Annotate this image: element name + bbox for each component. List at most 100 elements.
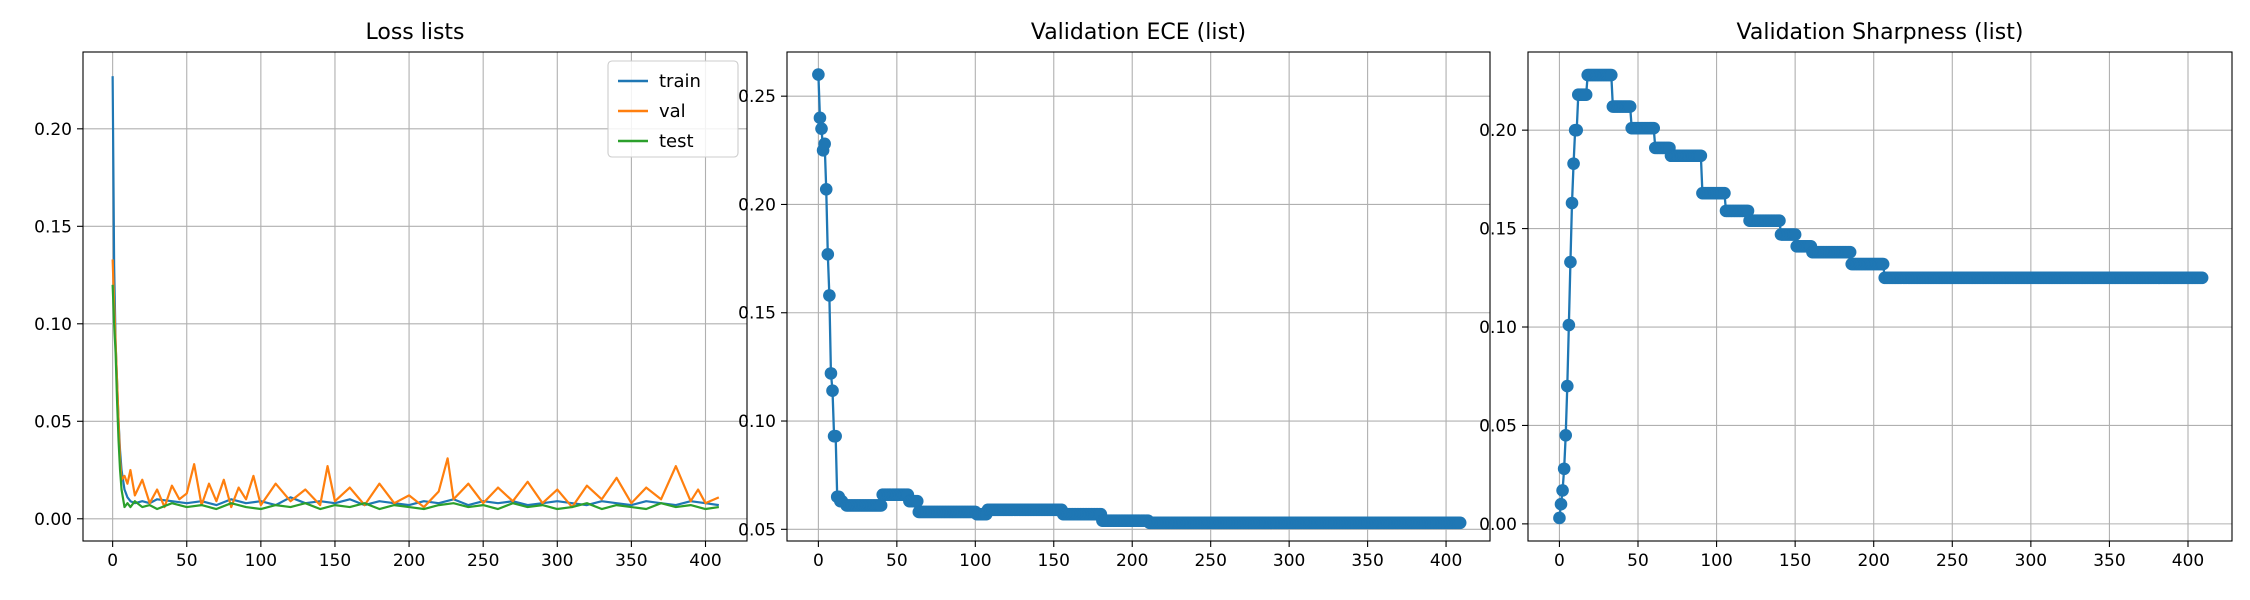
x-tick-label: 200 — [1116, 551, 1148, 571]
x-tick-label: 200 — [393, 551, 425, 571]
y-tick-label: 0.05 — [34, 412, 72, 432]
grid — [787, 52, 1490, 541]
data-point — [826, 384, 839, 398]
series-line — [1558, 73, 2203, 519]
data-point — [1788, 228, 1802, 241]
series-line-test — [111, 284, 719, 511]
legend-label: test — [659, 131, 694, 152]
x-tick-label: 300 — [2015, 551, 2047, 571]
y-tick-label: 0.15 — [34, 217, 72, 237]
data-point — [818, 137, 831, 151]
data-point — [1560, 379, 1574, 393]
y-tick-label: 0.00 — [34, 510, 72, 530]
data-point — [819, 183, 833, 196]
data-point — [1553, 511, 1566, 525]
x-tick-label: 250 — [1194, 551, 1226, 571]
grid — [1528, 52, 2232, 541]
data-point — [2195, 271, 2209, 285]
data-point — [874, 499, 888, 512]
series-markers — [812, 68, 1467, 530]
data-point — [1623, 100, 1637, 113]
x-tick-label: 50 — [176, 551, 198, 571]
x-tick-label: 400 — [689, 551, 721, 571]
data-point — [812, 68, 825, 81]
x-tick-label: 250 — [467, 551, 499, 571]
x-tick-label: 200 — [1857, 551, 1889, 571]
legend: train val test — [607, 60, 739, 158]
data-point — [823, 289, 836, 302]
data-point — [1843, 245, 1857, 259]
axes-frame — [82, 51, 748, 542]
axes-frame — [1527, 51, 2233, 542]
x-tick-label: 300 — [541, 551, 573, 571]
panel-title: Validation Sharpness (list) — [1737, 20, 2024, 45]
y-tick-label: 0.15 — [738, 304, 776, 324]
x-tick-label: 50 — [886, 551, 908, 571]
x-axis-ticks: 0 50 100 150 200 250 300 350 400 — [1554, 541, 2204, 571]
data-point — [1604, 68, 1618, 82]
plot-area — [812, 68, 1467, 530]
data-point — [813, 111, 827, 125]
y-tick-label: 0.10 — [1479, 318, 1517, 338]
data-point — [829, 429, 842, 443]
y-tick-label: 0.20 — [34, 120, 72, 140]
plot-area — [111, 76, 720, 511]
data-point — [1557, 462, 1571, 476]
data-point — [1647, 121, 1661, 135]
legend-label: train — [659, 71, 701, 92]
x-axis-ticks: 0 50 100 150 200 250 300 350 400 — [813, 541, 1462, 571]
x-tick-label: 0 — [813, 551, 824, 571]
data-point — [1694, 149, 1708, 163]
data-point — [1565, 196, 1579, 210]
y-tick-label: 0.00 — [1479, 515, 1517, 535]
data-point — [1562, 318, 1576, 332]
series-line — [817, 74, 1461, 524]
y-axis-ticks: 0.00 0.05 0.10 0.15 0.20 — [34, 120, 83, 530]
y-tick-label: 0.20 — [738, 195, 776, 215]
x-tick-label: 250 — [1936, 551, 1968, 571]
legend-label: val — [659, 101, 686, 122]
y-axis-ticks: 0.05 0.10 0.15 0.20 0.25 — [738, 87, 787, 540]
x-tick-label: 50 — [1627, 551, 1649, 571]
data-point — [1564, 255, 1577, 269]
x-tick-label: 100 — [1700, 551, 1732, 571]
data-point — [1453, 516, 1467, 530]
panel-title: Loss lists — [365, 20, 464, 45]
series-markers — [1553, 68, 2209, 525]
x-tick-label: 400 — [2172, 551, 2204, 571]
axes-frame — [786, 51, 1491, 542]
x-tick-label: 100 — [959, 551, 991, 571]
data-point — [1554, 497, 1568, 511]
y-tick-label: 0.10 — [738, 412, 776, 432]
x-tick-label: 300 — [1273, 551, 1305, 571]
x-tick-label: 350 — [615, 551, 647, 571]
legend-item-val: val — [618, 101, 686, 122]
legend-item-train: train — [618, 71, 701, 92]
x-tick-label: 350 — [2093, 551, 2125, 571]
x-tick-label: 150 — [1779, 551, 1811, 571]
series-line-val — [111, 259, 720, 509]
x-tick-label: 100 — [245, 551, 277, 571]
series-line-train — [111, 76, 719, 507]
data-point — [1579, 88, 1593, 102]
data-point — [1556, 484, 1569, 497]
validation-sharpness-panel: Validation Sharpness (list) 0 50 100 150 200… — [1479, 20, 2233, 571]
data-point — [815, 122, 828, 135]
y-tick-label: 0.20 — [1479, 121, 1517, 141]
data-point — [1876, 257, 1890, 271]
validation-ece-panel: Validation ECE (list) 0 50 100 150 200 250 300… — [738, 20, 1491, 571]
y-tick-label: 0.25 — [738, 87, 776, 107]
data-point — [1773, 214, 1786, 228]
y-tick-label: 0.05 — [738, 520, 776, 540]
data-point — [1559, 428, 1573, 442]
y-tick-label: 0.15 — [1479, 220, 1517, 240]
x-tick-label: 0 — [1554, 551, 1565, 571]
x-tick-label: 150 — [319, 551, 351, 571]
loss-lists-panel: Loss lists 0 50 100 150 200 250 300 350 4000.000… — [34, 20, 748, 571]
legend-box — [607, 60, 739, 158]
y-tick-label: 0.05 — [1479, 416, 1517, 436]
data-point — [1570, 123, 1584, 137]
panel-title: Validation ECE (list) — [1031, 20, 1246, 45]
